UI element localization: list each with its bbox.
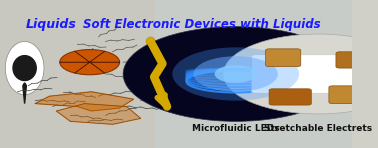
Ellipse shape: [5, 41, 44, 95]
Circle shape: [215, 65, 257, 83]
FancyBboxPatch shape: [266, 49, 301, 67]
Circle shape: [194, 56, 278, 92]
Circle shape: [172, 47, 299, 101]
Circle shape: [223, 34, 378, 114]
FancyBboxPatch shape: [269, 89, 311, 105]
Polygon shape: [56, 104, 141, 124]
FancyBboxPatch shape: [336, 52, 375, 68]
Text: Microfluidic LEDs: Microfluidic LEDs: [192, 124, 279, 133]
Polygon shape: [23, 83, 26, 104]
Circle shape: [123, 27, 348, 121]
FancyBboxPatch shape: [155, 0, 352, 148]
FancyBboxPatch shape: [329, 86, 367, 104]
FancyBboxPatch shape: [0, 0, 155, 148]
Polygon shape: [13, 56, 36, 81]
Circle shape: [60, 50, 119, 75]
FancyBboxPatch shape: [251, 55, 378, 93]
Polygon shape: [35, 92, 134, 111]
Text: Liquids: Liquids: [26, 18, 76, 31]
Text: Soft Electronic Devices with Liquids: Soft Electronic Devices with Liquids: [84, 18, 321, 31]
Text: Stretchable Electrets: Stretchable Electrets: [264, 124, 372, 133]
